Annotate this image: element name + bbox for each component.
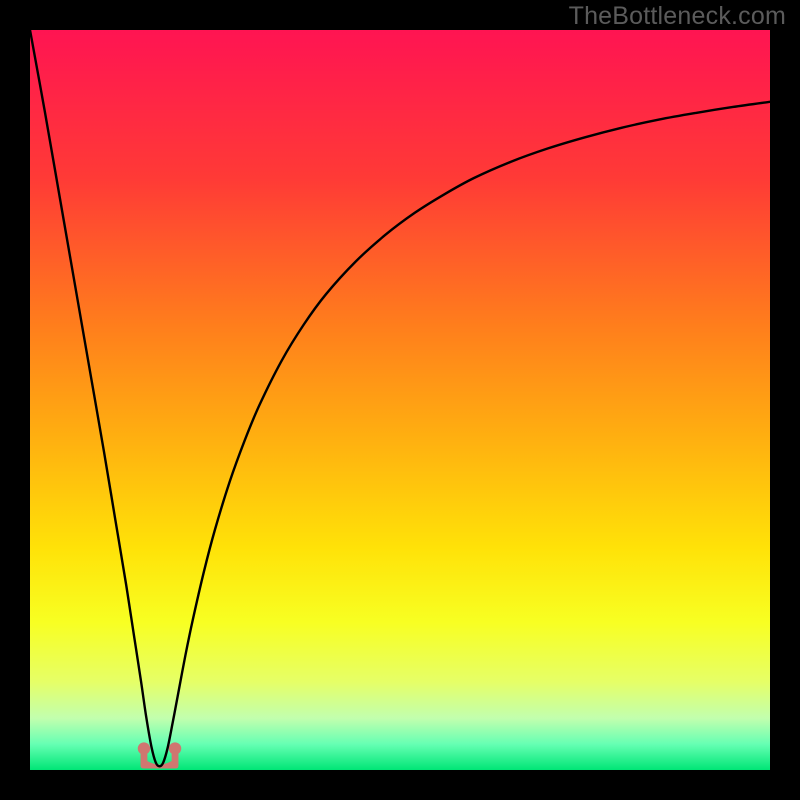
bottleneck-curve bbox=[30, 30, 770, 766]
curve-layer bbox=[30, 30, 770, 770]
watermark-text: TheBottleneck.com bbox=[569, 2, 786, 31]
bottleneck-band bbox=[138, 742, 181, 768]
plot-area bbox=[30, 30, 770, 770]
